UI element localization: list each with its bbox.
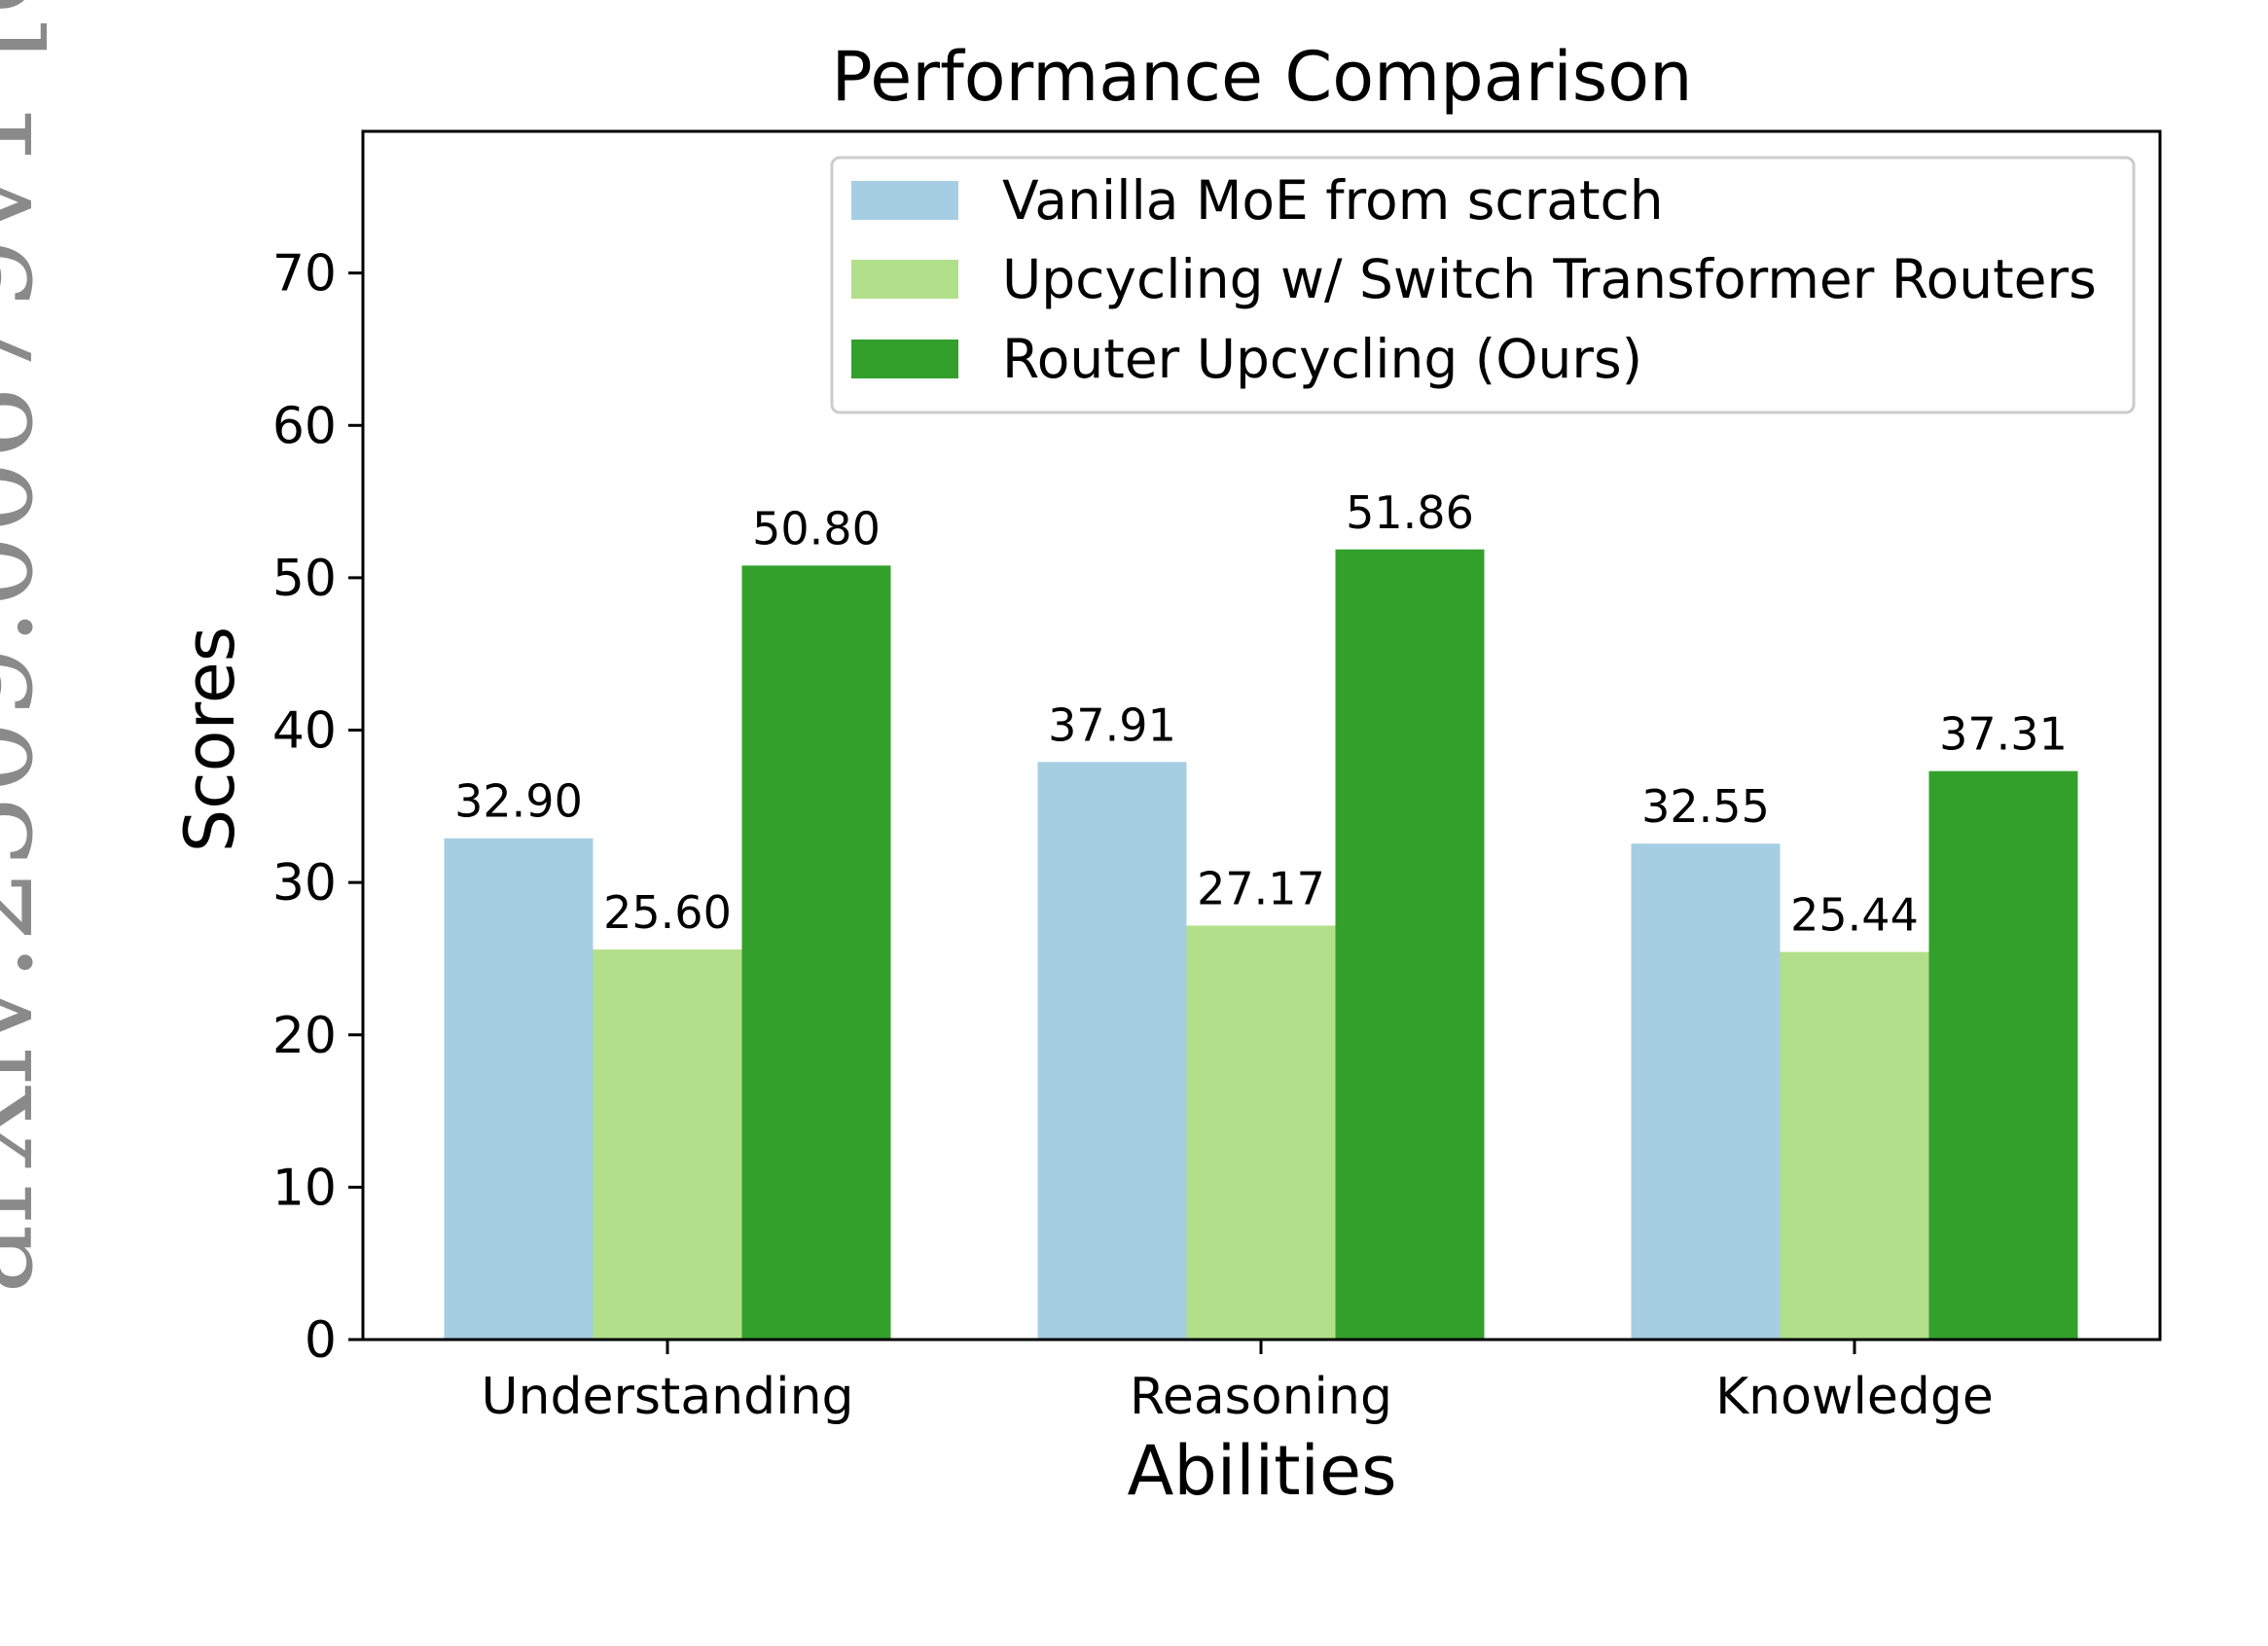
value-label-reasoning-series-3: 51.86: [1346, 486, 1474, 539]
bar-reasoning-series-3: [1335, 549, 1485, 1340]
y-tick-label: 50: [272, 550, 337, 608]
value-labels-group: 32.90 37.91 32.55 25.60 27.17 25.44 50.80 51.86…: [454, 486, 2068, 942]
y-tick-label: 40: [272, 702, 337, 761]
value-label-understanding-series-3: 50.80: [752, 502, 881, 555]
value-label-knowledge-series-3: 37.31: [1939, 708, 2068, 761]
y-tick-label: 70: [272, 245, 337, 304]
x-tick-label: Reasoning: [1130, 1368, 1392, 1426]
legend-label-series-1: Vanilla MoE from scratch: [1002, 169, 1664, 232]
value-label-knowledge-series-2: 25.44: [1790, 889, 1919, 942]
legend-swatch-series-3: [851, 340, 958, 378]
x-tick-label: Knowledge: [1715, 1368, 1994, 1426]
value-label-reasoning-series-2: 27.17: [1197, 862, 1325, 914]
bar-knowledge-series-1: [1631, 843, 1781, 1340]
bar-understanding-series-2: [593, 949, 742, 1340]
legend-label-series-2: Upcycling w/ Switch Transformer Routers: [1002, 248, 2097, 310]
legend-label-series-3: Router Upcycling (Ours): [1002, 328, 1642, 390]
value-label-reasoning-series-1: 37.91: [1048, 698, 1176, 751]
y-tick-label: 60: [272, 397, 337, 455]
x-tick-label: Understanding: [481, 1368, 853, 1426]
bar-understanding-series-1: [444, 838, 594, 1340]
bar-understanding-series-3: [741, 565, 891, 1340]
x-axis-label: Abilities: [1127, 1431, 1396, 1511]
y-tick-label: 10: [272, 1159, 337, 1217]
y-axis: 0 10 20 30 40 50 60 70: [272, 245, 363, 1370]
legend-swatch-series-1: [851, 181, 958, 220]
y-axis-label: Scores: [170, 626, 250, 853]
bar-knowledge-series-3: [1928, 770, 2078, 1340]
value-label-knowledge-series-1: 32.55: [1641, 780, 1770, 833]
bar-reasoning-series-2: [1186, 925, 1336, 1340]
legend: Vanilla MoE from scratch Upcycling w/ Swi…: [830, 156, 2136, 414]
legend-frame: [830, 156, 2136, 414]
y-tick-label: 0: [305, 1311, 337, 1370]
chart-title: Performance Comparison: [832, 37, 1693, 117]
value-label-understanding-series-2: 25.60: [603, 886, 732, 939]
arxiv-watermark: arXiv:2509.00679v1 [cs.CL] 31 Aug 2025: [0, 0, 59, 1294]
value-label-understanding-series-1: 32.90: [454, 775, 583, 828]
x-axis: Understanding Reasoning Knowledge: [481, 1340, 1994, 1426]
bar-reasoning-series-1: [1037, 762, 1187, 1340]
bar-knowledge-series-2: [1780, 951, 1929, 1340]
y-tick-label: 20: [272, 1007, 337, 1065]
bars-group: [444, 549, 2078, 1340]
y-tick-label: 30: [272, 854, 337, 912]
legend-swatch-series-2: [851, 260, 958, 299]
